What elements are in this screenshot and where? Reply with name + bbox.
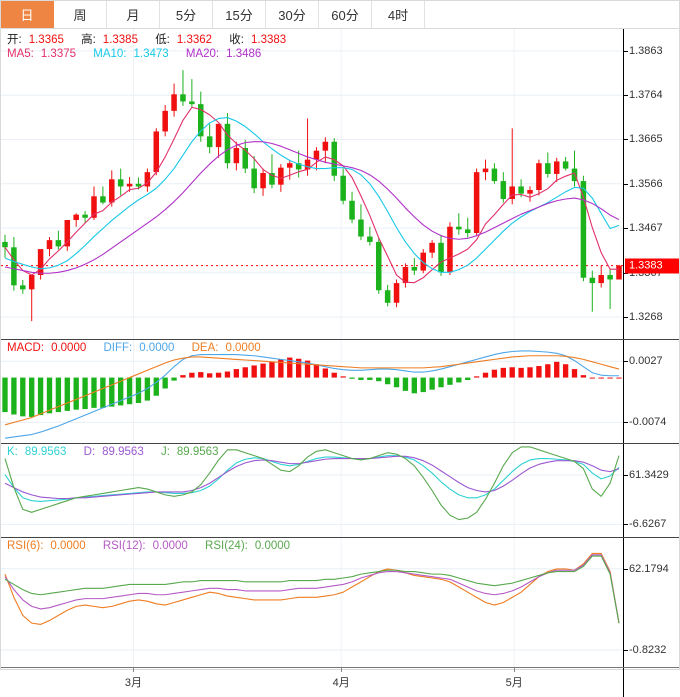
axis-label: -0.0074 (629, 416, 667, 429)
price-plot[interactable] (1, 29, 623, 339)
axis-tick (624, 317, 628, 319)
axis-label: 1.3665 (629, 133, 663, 146)
ma10-label: MA10: (93, 48, 127, 60)
price-axis: 1.38631.37641.36651.35661.34671.33671.32… (623, 29, 679, 339)
x-axis-tick (341, 668, 343, 672)
ma-row: MA5: 1.3375 MA10: 1.3473 MA20: 1.3486 (7, 48, 293, 60)
x-axis-label: 3月 (124, 677, 143, 689)
ma20-value: 1.3486 (226, 48, 262, 60)
kdj-panel: K: 89.9563 D: 89.9563 J: 89.9563 61.3429 -6.… (1, 444, 679, 537)
macd-axis: 0.0027 -0.0074 (623, 340, 679, 443)
tab-日[interactable]: 日 (1, 1, 54, 28)
rsi-panel: RSI(6): 0.0000 RSI(12): 0.0000 RSI(24): 0.0… (1, 538, 679, 667)
macd-label: MACD: (7, 342, 45, 354)
high-label: 高: (81, 34, 96, 46)
axis-tick (624, 139, 628, 141)
price-legend: 开: 1.3365 高: 1.3385 低: 1.3362 收: 1.3383 MA5:… (7, 31, 300, 60)
open-value: 1.3365 (28, 34, 64, 46)
axis-label: -6.6267 (629, 518, 667, 531)
low-value: 1.3362 (176, 34, 213, 46)
close-label: 收: (229, 34, 244, 46)
x-axis-tick (514, 668, 516, 672)
price-panel: 开: 1.3365 高: 1.3385 低: 1.3362 收: 1.3383 MA5:… (1, 29, 679, 339)
rsi6-value: 0.0000 (50, 540, 86, 552)
rsi12-value: 0.0000 (152, 540, 188, 552)
rsi12-label: RSI(12): (102, 540, 146, 552)
axis-label: -0.8232 (629, 644, 667, 656)
kdj-plot[interactable] (1, 444, 623, 537)
rsi6-label: RSI(6): (7, 540, 44, 552)
axis-tick (624, 95, 628, 97)
tab-30分[interactable]: 30分 (266, 1, 319, 28)
x-axis: 3月 4月 5月 (1, 667, 679, 697)
rsi-axis: 62.1794 -0.8232 (623, 538, 679, 667)
k-label: K: (7, 446, 18, 458)
axis-tick (624, 361, 628, 363)
rsi-plot[interactable] (1, 538, 623, 667)
x-axis-tick (133, 668, 135, 672)
macd-legend: MACD: 0.0000 DIFF: 0.0000 DEA: 0.0000 (7, 342, 268, 354)
dea-label: DEA: (191, 342, 219, 354)
panel-divider-1 (1, 339, 679, 340)
axis-label: 1.3863 (629, 44, 663, 57)
panel-divider-2 (1, 443, 679, 444)
panel-divider-3 (1, 537, 679, 538)
axis-label: 1.3566 (629, 177, 663, 190)
macd-value: 0.0000 (51, 342, 87, 354)
kdj-legend: K: 89.9563 D: 89.9563 J: 89.9563 (7, 446, 225, 458)
diff-label: DIFF: (103, 342, 133, 354)
tab-周[interactable]: 周 (54, 1, 107, 28)
axis-tick (624, 183, 628, 185)
axis-label: 62.1794 (629, 562, 669, 575)
current-price-tag: 1.3383 (625, 258, 679, 274)
x-axis-label: 5月 (505, 677, 523, 689)
rsi24-label: RSI(24): (205, 540, 248, 552)
period-tab-bar: 日周月 5分 15分 30分 60分 4时 (1, 1, 679, 29)
axis-tick (624, 650, 628, 651)
chart-stack: 开: 1.3365 高: 1.3385 低: 1.3362 收: 1.3383 MA5:… (1, 29, 679, 697)
d-label: D: (83, 446, 96, 458)
axis-label: 1.3764 (629, 89, 663, 102)
x-axis-right-gutter (623, 668, 679, 697)
diff-value: 0.0000 (139, 342, 175, 354)
axis-tick (624, 272, 628, 274)
axis-tick (624, 474, 628, 476)
high-value: 1.3385 (102, 34, 138, 46)
j-label: J: (160, 446, 170, 458)
tab-bar-filler (425, 1, 679, 28)
axis-tick (624, 568, 628, 570)
axis-label: 0.0027 (629, 355, 663, 368)
open-label: 开: (7, 34, 22, 46)
axis-tick (624, 422, 628, 424)
axis-label: 1.3268 (629, 311, 663, 324)
macd-plot[interactable] (1, 340, 623, 443)
kdj-axis: 61.3429 -6.6267 (623, 444, 679, 537)
close-value: 1.3383 (250, 34, 287, 46)
ma20-label: MA20: (185, 48, 220, 60)
tab-60分[interactable]: 60分 (319, 1, 372, 28)
tab-4时[interactable]: 4时 (372, 1, 425, 28)
tab-月[interactable]: 月 (107, 1, 160, 28)
dea-value: 0.0000 (225, 342, 261, 354)
k-value: 89.9563 (24, 446, 67, 458)
axis-tick (624, 524, 628, 526)
axis-tick (624, 50, 628, 52)
rsi24-value: 0.0000 (254, 540, 291, 552)
macd-panel: MACD: 0.0000 DIFF: 0.0000 DEA: 0.0000 0.002… (1, 340, 679, 443)
x-axis-label: 4月 (332, 677, 350, 689)
j-value: 89.9563 (176, 446, 219, 458)
tab-15分[interactable]: 15分 (213, 1, 266, 28)
low-label: 低: (155, 34, 170, 46)
tab-5分[interactable]: 5分 (160, 1, 213, 28)
ohlc-row: 开: 1.3365 高: 1.3385 低: 1.3362 收: 1.3383 (7, 34, 293, 46)
d-value: 89.9563 (102, 446, 144, 458)
axis-label: 1.3467 (629, 222, 663, 235)
ma10-value: 1.3473 (133, 48, 169, 60)
ma5-value: 1.3375 (40, 48, 77, 60)
rsi-legend: RSI(6): 0.0000 RSI(12): 0.0000 RSI(24): 0.0… (7, 540, 297, 552)
axis-label: 61.3429 (629, 468, 669, 481)
axis-tick (624, 228, 628, 230)
ma5-label: MA5: (7, 48, 34, 60)
